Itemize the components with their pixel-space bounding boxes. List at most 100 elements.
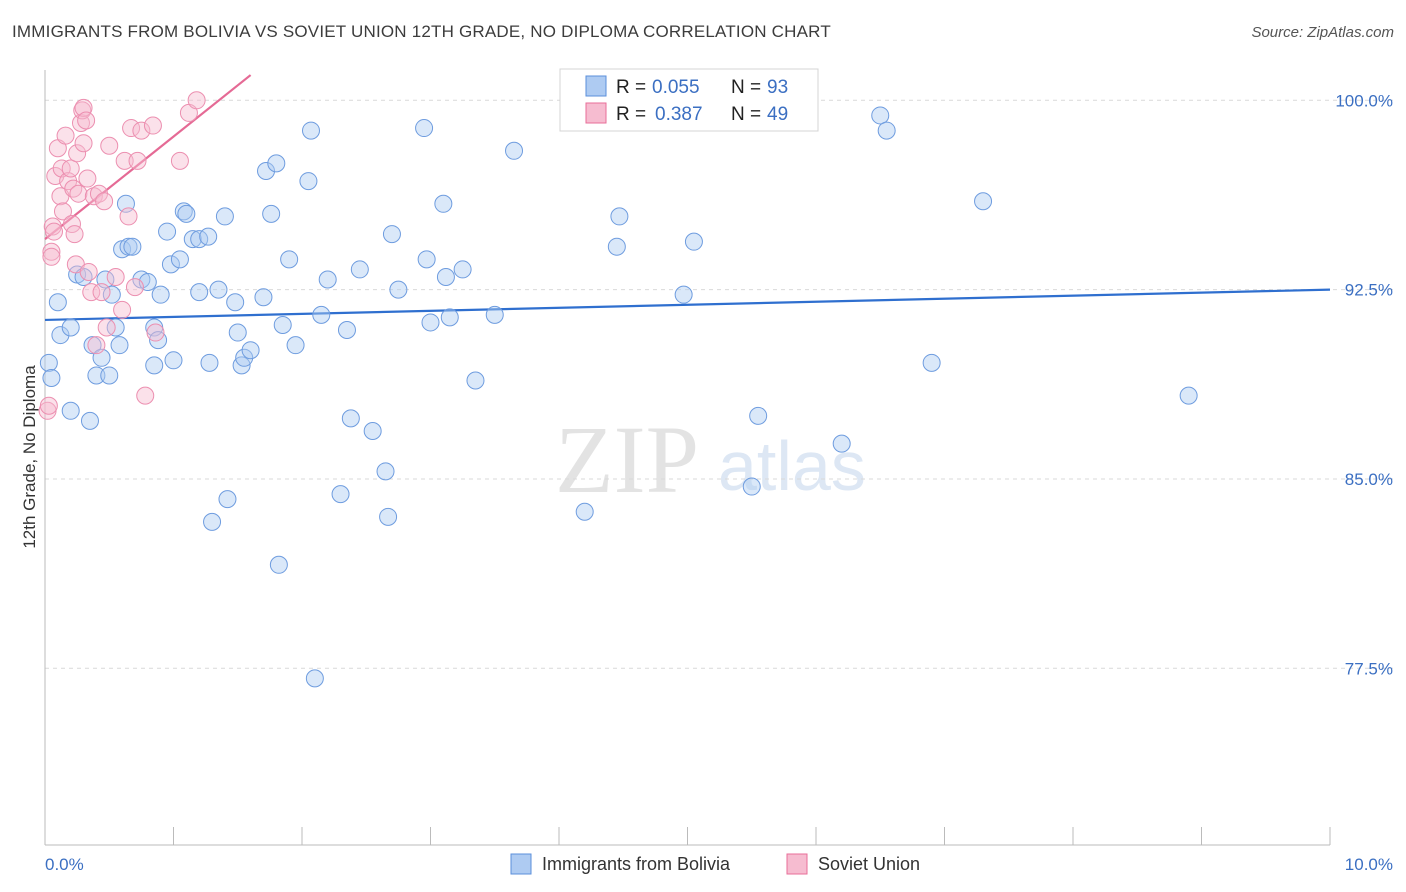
soviet-point — [97, 318, 116, 337]
bolivia-point — [149, 331, 168, 350]
soviet-point — [42, 242, 61, 261]
bolivia-point — [161, 255, 180, 274]
bolivia-point — [164, 351, 183, 370]
x-tick-labels: 0.0% 10.0% — [45, 855, 1393, 874]
bolivia-point — [203, 512, 222, 531]
bolivia-point — [871, 106, 890, 125]
bolivia-point — [318, 270, 337, 289]
legend-r-label-2: R = — [616, 104, 646, 125]
legend-swatch-soviet — [585, 102, 607, 124]
bolivia-point — [379, 507, 398, 526]
bolivia-point — [145, 356, 164, 375]
bolivia-point — [434, 194, 453, 213]
bottom-legend-soviet: Soviet Union — [818, 854, 920, 874]
watermark-atlas: atlas — [718, 427, 866, 505]
bolivia-point — [241, 341, 260, 360]
bolivia-point — [80, 411, 99, 430]
bolivia-point — [607, 237, 626, 256]
soviet-point — [53, 202, 72, 221]
bolivia-point — [610, 207, 629, 226]
bolivia-point — [341, 409, 360, 428]
y-tick-label: 100.0% — [1335, 91, 1393, 110]
legend-n-value-1: 93 — [767, 77, 788, 98]
y-tick-label: 77.5% — [1345, 659, 1393, 678]
legend-n-label-2: N = — [731, 104, 761, 125]
bolivia-point — [218, 490, 237, 509]
x-tick-label: 0.0% — [45, 855, 84, 874]
bolivia-point — [376, 462, 395, 481]
bolivia-point — [257, 161, 276, 180]
bolivia-point — [575, 502, 594, 521]
bolivia-point — [158, 222, 177, 241]
bolivia-point — [684, 232, 703, 251]
bolivia-point — [235, 348, 254, 367]
bolivia-point — [286, 336, 305, 355]
bolivia-point — [254, 288, 273, 307]
bolivia-point — [267, 154, 286, 173]
soviet-point — [42, 247, 61, 266]
soviet-point — [39, 396, 58, 415]
bottom-legend-bolivia: Immigrants from Bolivia — [542, 854, 731, 874]
soviet-point — [84, 187, 103, 206]
bolivia-trend-line — [44, 288, 1331, 322]
bolivia-point — [200, 353, 219, 372]
soviet-point — [132, 121, 151, 140]
soviet-point — [125, 278, 144, 297]
bolivia-point — [228, 323, 247, 342]
soviet-point — [56, 126, 75, 145]
bolivia-point — [170, 250, 189, 269]
soviet-point — [113, 300, 132, 319]
bolivia-point — [453, 260, 472, 279]
legend-box: R = 0.055 N = 93 R = 0.387 N = 49 — [559, 68, 819, 132]
bolivia-point — [312, 305, 331, 324]
trend-lines — [44, 74, 1331, 322]
soviet-point — [74, 134, 93, 153]
bolivia-point — [742, 477, 761, 496]
soviet-point — [119, 207, 138, 226]
bolivia-point — [61, 318, 80, 337]
soviet-point — [122, 119, 141, 138]
bolivia-point — [466, 371, 485, 390]
bolivia-point — [102, 285, 121, 304]
bolivia-point — [299, 172, 318, 191]
bolivia-point — [415, 119, 434, 138]
bolivia-point — [110, 336, 129, 355]
bolivia-point — [350, 260, 369, 279]
soviet-point — [87, 336, 106, 355]
soviet-point — [115, 151, 134, 170]
soviet-point — [100, 136, 119, 155]
bolivia-point — [382, 225, 401, 244]
soviet-point — [128, 151, 147, 170]
bolivia-point — [305, 669, 324, 688]
bolivia-point — [974, 192, 993, 211]
soviet-trend-line — [44, 74, 252, 240]
source-note: Source: ZipAtlas.com — [1251, 24, 1394, 41]
legend-r-value-1: 0.055 — [652, 77, 700, 98]
soviet-point — [136, 386, 155, 405]
bolivia-point — [87, 366, 106, 385]
y-tick-label: 85.0% — [1345, 470, 1393, 489]
bolivia-point — [190, 283, 209, 302]
soviet-point — [61, 159, 80, 178]
bolivia-point — [174, 202, 193, 221]
soviet-point — [170, 151, 189, 170]
y-axis-label: 12th Grade, No Diploma — [20, 365, 39, 549]
soviet-point — [65, 225, 84, 244]
bolivia-point — [151, 285, 170, 304]
bolivia-point — [123, 237, 142, 256]
bolivia-point — [61, 401, 80, 420]
bolivia-point — [39, 353, 58, 372]
soviet-point — [68, 144, 87, 163]
bolivia-point — [42, 368, 61, 387]
legend-r-label-1: R = — [616, 77, 646, 98]
bolivia-point — [436, 268, 455, 287]
soviet-point — [82, 283, 101, 302]
bolivia-point — [119, 237, 138, 256]
bolivia-point — [51, 326, 70, 345]
gridlines — [45, 99, 1395, 669]
chart-title: IMMIGRANTS FROM BOLIVIA VS SOVIET UNION … — [12, 22, 831, 41]
bolivia-point — [262, 204, 281, 223]
bolivia-point — [440, 308, 459, 327]
bolivia-point — [337, 321, 356, 340]
bottom-legend-swatch-soviet — [786, 853, 808, 875]
